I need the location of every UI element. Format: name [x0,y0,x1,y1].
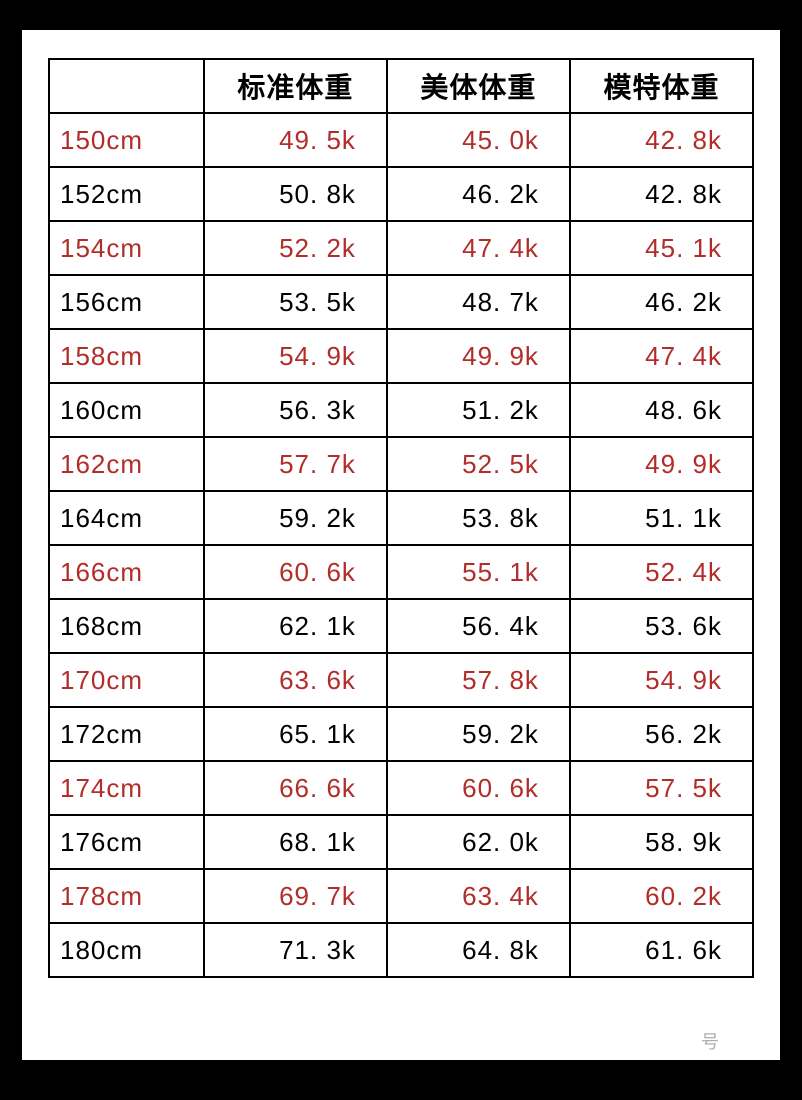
beauty-weight-cell: 60. 6k [387,761,570,815]
height-cell: 174cm [49,761,204,815]
standard-weight-cell: 66. 6k [204,761,387,815]
standard-weight-cell: 54. 9k [204,329,387,383]
model-weight-cell: 57. 5k [570,761,753,815]
page-card: 标准体重 美体体重 模特体重 150cm49. 5k45. 0k42. 8k15… [22,30,780,1060]
weight-table: 标准体重 美体体重 模特体重 150cm49. 5k45. 0k42. 8k15… [48,58,754,978]
standard-weight-cell: 59. 2k [204,491,387,545]
standard-weight-cell: 50. 8k [204,167,387,221]
header-standard-weight: 标准体重 [204,59,387,113]
beauty-weight-cell: 55. 1k [387,545,570,599]
table-row: 168cm62. 1k56. 4k53. 6k [49,599,753,653]
beauty-weight-cell: 46. 2k [387,167,570,221]
model-weight-cell: 56. 2k [570,707,753,761]
model-weight-cell: 42. 8k [570,167,753,221]
beauty-weight-cell: 64. 8k [387,923,570,977]
height-cell: 162cm [49,437,204,491]
model-weight-cell: 58. 9k [570,815,753,869]
height-cell: 156cm [49,275,204,329]
beauty-weight-cell: 63. 4k [387,869,570,923]
standard-weight-cell: 65. 1k [204,707,387,761]
table-header-row: 标准体重 美体体重 模特体重 [49,59,753,113]
table-row: 180cm71. 3k64. 8k61. 6k [49,923,753,977]
height-cell: 178cm [49,869,204,923]
model-weight-cell: 53. 6k [570,599,753,653]
beauty-weight-cell: 62. 0k [387,815,570,869]
beauty-weight-cell: 56. 4k [387,599,570,653]
standard-weight-cell: 63. 6k [204,653,387,707]
standard-weight-cell: 56. 3k [204,383,387,437]
standard-weight-cell: 68. 1k [204,815,387,869]
table-row: 174cm66. 6k60. 6k57. 5k [49,761,753,815]
beauty-weight-cell: 52. 5k [387,437,570,491]
beauty-weight-cell: 53. 8k [387,491,570,545]
height-cell: 154cm [49,221,204,275]
height-cell: 152cm [49,167,204,221]
standard-weight-cell: 57. 7k [204,437,387,491]
header-model-weight: 模特体重 [570,59,753,113]
table-row: 166cm60. 6k55. 1k52. 4k [49,545,753,599]
model-weight-cell: 46. 2k [570,275,753,329]
table-row: 164cm59. 2k53. 8k51. 1k [49,491,753,545]
standard-weight-cell: 60. 6k [204,545,387,599]
beauty-weight-cell: 49. 9k [387,329,570,383]
beauty-weight-cell: 48. 7k [387,275,570,329]
header-blank [49,59,204,113]
standard-weight-cell: 71. 3k [204,923,387,977]
table-row: 150cm49. 5k45. 0k42. 8k [49,113,753,167]
height-cell: 168cm [49,599,204,653]
height-cell: 158cm [49,329,204,383]
watermark-text: 号 [701,1028,720,1054]
table-row: 152cm50. 8k46. 2k42. 8k [49,167,753,221]
model-weight-cell: 60. 2k [570,869,753,923]
height-cell: 176cm [49,815,204,869]
height-cell: 160cm [49,383,204,437]
table-row: 170cm63. 6k57. 8k54. 9k [49,653,753,707]
beauty-weight-cell: 45. 0k [387,113,570,167]
table-row: 154cm52. 2k47. 4k45. 1k [49,221,753,275]
table-row: 160cm56. 3k51. 2k48. 6k [49,383,753,437]
beauty-weight-cell: 59. 2k [387,707,570,761]
model-weight-cell: 54. 9k [570,653,753,707]
table-row: 162cm57. 7k52. 5k49. 9k [49,437,753,491]
header-beauty-weight: 美体体重 [387,59,570,113]
model-weight-cell: 47. 4k [570,329,753,383]
beauty-weight-cell: 51. 2k [387,383,570,437]
height-cell: 150cm [49,113,204,167]
height-cell: 180cm [49,923,204,977]
table-row: 178cm69. 7k63. 4k60. 2k [49,869,753,923]
standard-weight-cell: 53. 5k [204,275,387,329]
table-row: 172cm65. 1k59. 2k56. 2k [49,707,753,761]
model-weight-cell: 42. 8k [570,113,753,167]
standard-weight-cell: 49. 5k [204,113,387,167]
model-weight-cell: 51. 1k [570,491,753,545]
model-weight-cell: 52. 4k [570,545,753,599]
height-cell: 172cm [49,707,204,761]
height-cell: 166cm [49,545,204,599]
table-row: 176cm68. 1k62. 0k58. 9k [49,815,753,869]
beauty-weight-cell: 47. 4k [387,221,570,275]
model-weight-cell: 48. 6k [570,383,753,437]
model-weight-cell: 45. 1k [570,221,753,275]
standard-weight-cell: 52. 2k [204,221,387,275]
table-row: 158cm54. 9k49. 9k47. 4k [49,329,753,383]
standard-weight-cell: 62. 1k [204,599,387,653]
model-weight-cell: 49. 9k [570,437,753,491]
table-row: 156cm53. 5k48. 7k46. 2k [49,275,753,329]
table-body: 150cm49. 5k45. 0k42. 8k152cm50. 8k46. 2k… [49,113,753,977]
model-weight-cell: 61. 6k [570,923,753,977]
height-cell: 170cm [49,653,204,707]
height-cell: 164cm [49,491,204,545]
standard-weight-cell: 69. 7k [204,869,387,923]
beauty-weight-cell: 57. 8k [387,653,570,707]
